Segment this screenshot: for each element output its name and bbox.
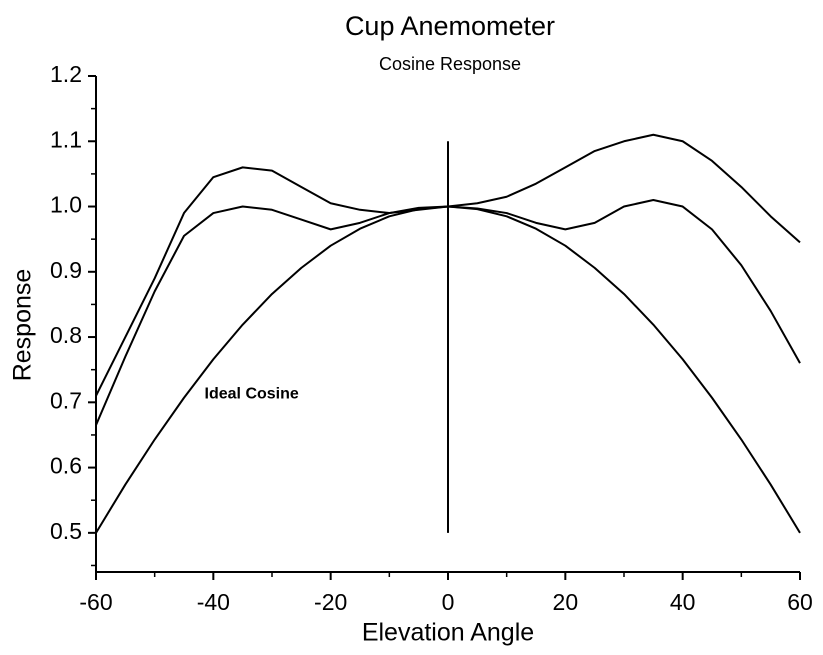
y-tick-label: 0.8 [50, 322, 82, 348]
x-tick-label: 40 [670, 589, 696, 615]
y-tick-label: 1.1 [50, 126, 82, 152]
series-line [95, 205, 801, 534]
y-tick-label: 1.2 [50, 61, 82, 87]
x-tick-label: -60 [79, 589, 112, 615]
x-tick-label: 0 [442, 589, 455, 615]
chart-subtitle: Cosine Response [379, 54, 521, 74]
y-tick-label: 0.9 [50, 257, 82, 283]
y-tick-label: 0.6 [50, 453, 82, 479]
annotation: Ideal Cosine [205, 386, 299, 403]
y-axis-label: Response [9, 269, 37, 382]
x-tick-label: -40 [197, 589, 230, 615]
x-tick-label: 20 [553, 589, 579, 615]
x-tick-label: 60 [787, 589, 813, 615]
y-tick-label: 0.5 [50, 518, 82, 544]
chart-title: Cup Anemometer [345, 11, 555, 41]
x-tick-label: -20 [314, 589, 347, 615]
y-tick-label: 0.7 [50, 387, 82, 413]
x-axis-label: Elevation Angle [362, 619, 534, 647]
y-tick-label: 1.0 [50, 192, 82, 218]
